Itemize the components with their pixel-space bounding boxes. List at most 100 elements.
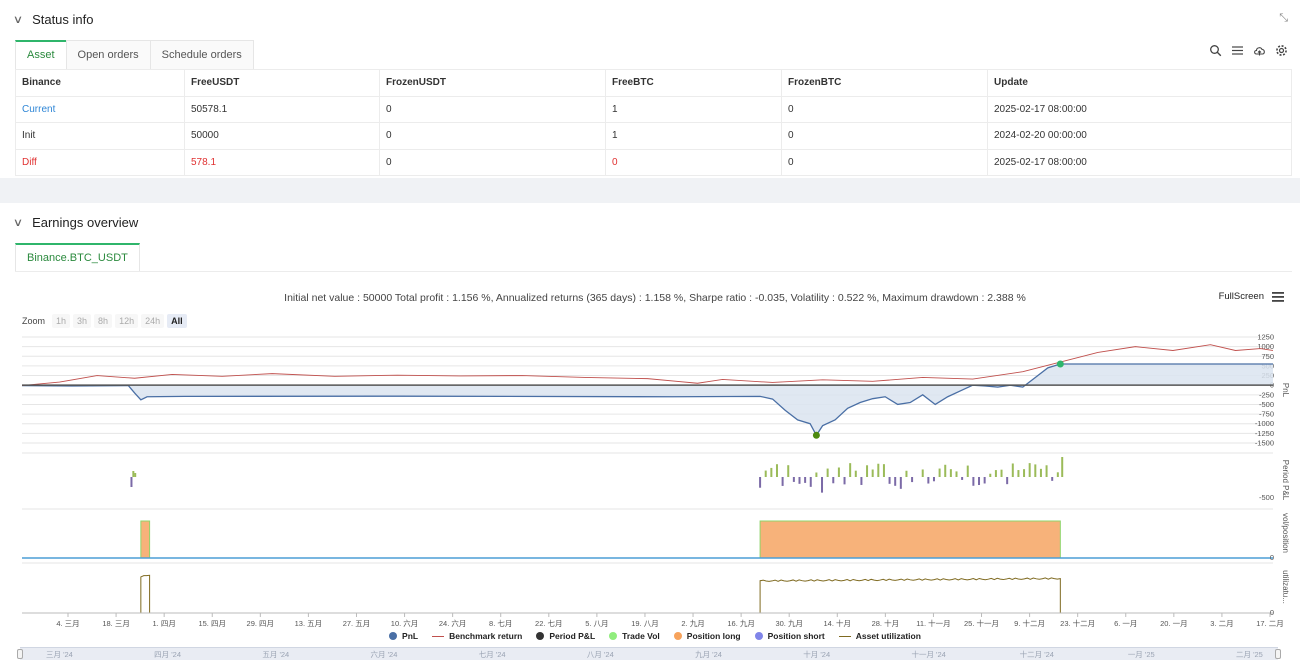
position-long-area — [140, 520, 151, 559]
benchmark-return-line — [21, 344, 1274, 387]
period-pnl-bar — [134, 473, 137, 477]
menu-icon[interactable] — [1231, 44, 1244, 57]
period-pnl-bar — [911, 477, 914, 483]
chevron-down-icon[interactable]: ∨ — [12, 217, 24, 229]
column-header: Binance — [15, 69, 185, 97]
column-header: Update — [987, 69, 1292, 97]
tab-open-orders[interactable]: Open orders — [65, 40, 151, 70]
zoom-all-button[interactable]: All — [167, 314, 187, 328]
period-pnl-bar — [1000, 469, 1003, 477]
status-tabs: Asset Open orders Schedule orders — [15, 40, 254, 70]
fullscreen-button[interactable]: FullScreen — [1219, 291, 1284, 302]
navigator-right-handle[interactable] — [1275, 649, 1281, 659]
legend-item[interactable]: Position short — [754, 631, 825, 641]
period-pnl-bar — [978, 477, 981, 486]
tab-schedule-orders[interactable]: Schedule orders — [149, 40, 254, 70]
search-icon[interactable] — [1209, 44, 1222, 57]
zoom-8h-button[interactable]: 8h — [94, 314, 113, 328]
pnl-y-tick-label: 1000 — [1257, 342, 1274, 351]
legend-swatch — [754, 632, 763, 640]
zoom-24h-button[interactable]: 24h — [141, 314, 165, 328]
tab-asset[interactable]: Asset — [15, 40, 67, 70]
earnings-overview-panel: ∨ Earnings overview Binance.BTC_USDT Ini… — [0, 203, 1300, 660]
period-pnl-bar — [860, 477, 863, 485]
table-cell: 0 — [605, 148, 782, 176]
x-axis-label: 4. 三月 — [56, 619, 79, 628]
zoom-3h-button[interactable]: 3h — [73, 314, 92, 328]
legend-item[interactable]: Period P&L — [536, 631, 595, 641]
legend-item[interactable]: Position long — [673, 631, 741, 641]
table-cell: 0 — [781, 122, 988, 150]
table-cell: Current — [15, 95, 185, 123]
legend-item[interactable]: Asset utilization — [838, 631, 921, 641]
period-pnl-bar — [927, 477, 930, 484]
period-pnl-bar — [787, 465, 790, 477]
table-cell: 50578.1 — [184, 95, 380, 123]
x-axis-label: 6. 一月 — [1114, 619, 1137, 628]
utilization-y-tick-label: 0 — [1270, 608, 1274, 617]
x-axis-label: 13. 五月 — [295, 619, 323, 628]
period-pnl-bar — [826, 468, 829, 477]
period-pnl-bar — [809, 477, 812, 487]
period-pnl-bar — [837, 467, 840, 477]
utilization-axis-label: utilizatu... — [1281, 570, 1290, 604]
table-row: Diff 578.1 0 0 0 2025-02-17 08:00:00 — [15, 148, 1292, 176]
x-axis-label: 14. 十月 — [824, 618, 852, 628]
period-pnl-bar — [770, 467, 773, 477]
status-info-header[interactable]: ∨ Status info — [12, 12, 94, 27]
table-cell: 1 — [605, 95, 782, 123]
period-pnl-bar — [866, 465, 869, 477]
table-cell: 50000 — [184, 122, 380, 150]
x-axis-label: 11. 十一月 — [916, 618, 950, 628]
legend-label: Trade Vol — [622, 631, 660, 641]
navigator-label: 八月 '24 — [586, 650, 614, 659]
table-cell: 0 — [379, 122, 606, 150]
navigator-left-handle[interactable] — [17, 649, 23, 659]
table-cell: 2024-02-20 00:00:00 — [987, 122, 1292, 150]
period-pnl-bar — [882, 464, 885, 477]
earnings-title: Earnings overview — [32, 215, 139, 230]
period-pnl-bar — [1023, 469, 1026, 477]
chart-legend: PnL Benchmark return Period P&L Trade Vol Po… — [0, 631, 1300, 641]
cloud-upload-icon[interactable] — [1253, 44, 1266, 57]
period-pnl-bar — [1056, 472, 1059, 477]
x-axis-label: 30. 九月 — [775, 619, 803, 628]
legend-item[interactable]: Trade Vol — [609, 631, 660, 641]
legend-swatch — [389, 632, 398, 640]
x-axis-label: 20. 一月 — [1160, 619, 1188, 628]
period-pnl-bar — [1006, 477, 1009, 485]
chevron-down-icon[interactable]: ∨ — [12, 14, 24, 26]
legend-item[interactable]: Benchmark return — [432, 631, 522, 641]
period-pnl-bar — [905, 470, 908, 477]
period-pnl-bar — [932, 477, 935, 482]
legend-swatch — [673, 632, 682, 640]
x-axis-label: 25. 十一月 — [964, 618, 999, 628]
x-axis-label: 23. 十二月 — [1060, 618, 1095, 628]
legend-swatch — [609, 632, 618, 640]
x-axis-label: 9. 十二月 — [1014, 618, 1045, 628]
legend-label: Benchmark return — [449, 631, 523, 641]
period-pnl-bar — [832, 477, 835, 484]
legend-item[interactable]: PnL — [389, 631, 418, 641]
earnings-header[interactable]: ∨ Earnings overview — [12, 215, 139, 230]
gear-icon[interactable] — [1275, 44, 1288, 57]
x-axis-label: 15. 四月 — [198, 619, 226, 628]
table-cell: 1 — [605, 122, 782, 150]
period-pnl-bar — [961, 477, 964, 480]
hamburger-menu-icon[interactable] — [1272, 291, 1284, 302]
x-axis-label: 27. 五月 — [343, 619, 371, 628]
collapse-icon[interactable]: ⤡ — [1279, 12, 1288, 24]
navigator-label: 十一月 '24 — [911, 650, 946, 659]
chart-navigator[interactable]: 三月 '24 四月 '24 五月 '24 六月 '24 七月 '24 八月 '24 九月 '… — [17, 647, 1281, 660]
tab-binance-btc-usdt[interactable]: Binance.BTC_USDT — [15, 243, 140, 272]
navigator-label: 七月 '24 — [478, 650, 506, 659]
status-toolbar — [1209, 44, 1288, 57]
x-axis-label: 19. 八月 — [631, 619, 659, 628]
pnl-y-tick-label: -1500 — [1255, 439, 1274, 448]
period-pnl-bar — [798, 477, 801, 484]
pnl-y-tick-label: -1250 — [1255, 429, 1274, 438]
zoom-12h-button[interactable]: 12h — [115, 314, 139, 328]
period-pnl-bar — [1051, 477, 1054, 481]
earnings-chart[interactable]: 125010007505002500-250-500-750-1000-1250… — [0, 203, 1300, 660]
zoom-1h-button[interactable]: 1h — [52, 314, 71, 328]
